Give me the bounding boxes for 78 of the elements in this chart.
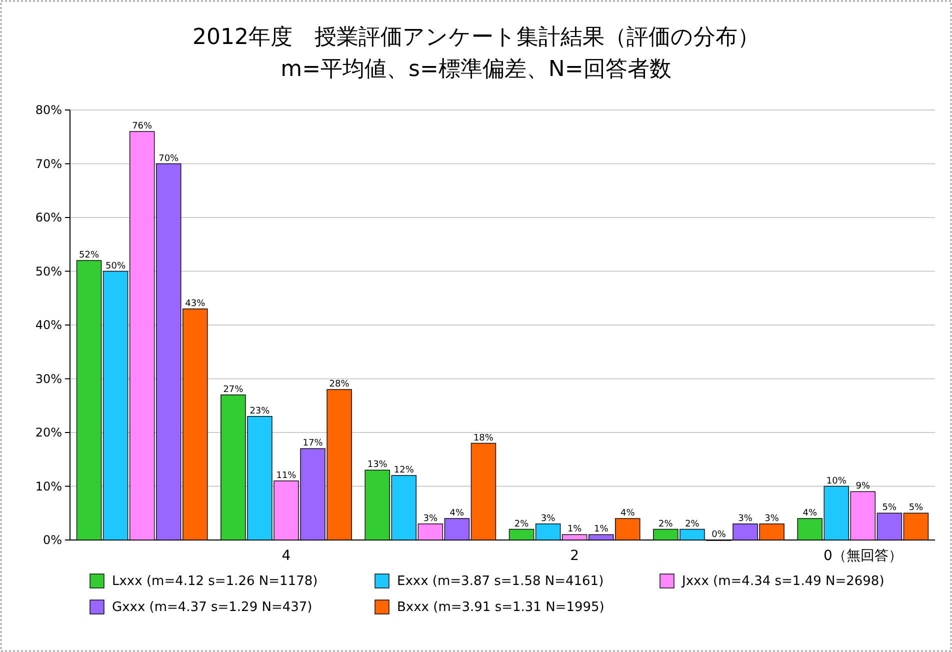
bar <box>156 163 182 540</box>
legend-label: Bxxx (m=3.91 s=1.31 N=1995) <box>397 600 604 615</box>
data-label: 52% <box>79 250 100 260</box>
data-label: 10% <box>826 476 847 486</box>
y-tick-label: 0% <box>42 533 62 547</box>
data-label: 11% <box>276 470 297 481</box>
bar <box>732 524 758 540</box>
y-tick-label: 10% <box>35 479 62 494</box>
data-label: 2% <box>685 519 700 530</box>
data-label: 4% <box>802 508 818 518</box>
bar <box>470 442 496 540</box>
bar <box>326 389 352 540</box>
bar <box>535 524 561 540</box>
bar <box>508 528 534 540</box>
data-label: 4% <box>450 508 465 518</box>
data-label: 3% <box>764 514 780 524</box>
data-label: 13% <box>367 460 388 470</box>
bar <box>129 131 155 540</box>
data-label: 18% <box>473 433 494 444</box>
x-tick-label: 0（無回答） <box>823 548 902 564</box>
bar <box>220 394 246 540</box>
y-tick-label: 60% <box>35 210 62 224</box>
data-label: 5% <box>908 503 924 514</box>
y-tick-label: 70% <box>35 156 62 171</box>
bar <box>418 524 444 540</box>
y-tick-label: 30% <box>35 372 62 386</box>
data-label: 27% <box>223 384 244 395</box>
data-label: 3% <box>540 514 556 524</box>
data-label: 70% <box>158 154 180 164</box>
bar <box>903 512 929 540</box>
data-label: 2% <box>658 519 674 530</box>
bar <box>876 512 902 540</box>
bar <box>102 270 128 540</box>
data-label: 28% <box>329 380 350 390</box>
bar <box>824 486 850 540</box>
x-tick-label: 2 <box>570 548 580 564</box>
bar <box>76 260 102 540</box>
bar <box>364 470 390 540</box>
data-label: 2% <box>514 519 530 530</box>
y-tick-label: 50% <box>35 264 62 278</box>
bar <box>300 448 326 540</box>
data-label: 50% <box>106 261 126 272</box>
bar <box>797 518 822 540</box>
data-label: 12% <box>394 466 414 476</box>
data-label: 17% <box>302 438 324 449</box>
x-tick-label: 4 <box>282 548 291 564</box>
data-label: 76% <box>132 122 153 132</box>
chart-subtitle: m=平均値、s=標準偏差、N=回答者数 <box>280 57 672 82</box>
bar <box>680 528 705 540</box>
data-label: 3% <box>738 514 753 524</box>
bar <box>588 534 614 540</box>
chart-title: 2012年度 授業評価アンケート集計結果（評価の分布） <box>192 25 760 50</box>
legend-label: Exxx (m=3.87 s=1.58 N=4161) <box>397 574 604 589</box>
y-tick-label: 20% <box>35 426 62 440</box>
data-label: 3% <box>423 514 438 524</box>
legend-label: Lxxx (m=4.12 s=1.26 N=1178) <box>112 574 318 589</box>
bar <box>759 524 784 540</box>
bar <box>653 528 678 540</box>
bar <box>444 518 470 540</box>
legend-label: Jxxx (m=4.34 s=1.49 N=2698) <box>681 574 884 589</box>
data-label: 1% <box>594 524 609 535</box>
bar <box>615 518 640 540</box>
bar <box>182 308 208 540</box>
y-tick-label: 80% <box>35 103 62 117</box>
data-label: 0% <box>712 530 726 540</box>
legend-label: Gxxx (m=4.37 s=1.29 N=437) <box>112 600 312 615</box>
data-label: 9% <box>856 482 870 492</box>
bar <box>562 534 588 540</box>
data-label: 23% <box>250 406 270 416</box>
data-label: 5% <box>882 503 898 514</box>
bar <box>850 491 876 540</box>
data-label: 4% <box>620 508 636 518</box>
bar <box>274 480 299 540</box>
data-label: 43% <box>185 298 206 309</box>
y-tick-label: 40% <box>35 318 62 332</box>
data-label: 1% <box>567 524 582 535</box>
bar <box>247 416 272 540</box>
bar <box>391 475 417 540</box>
